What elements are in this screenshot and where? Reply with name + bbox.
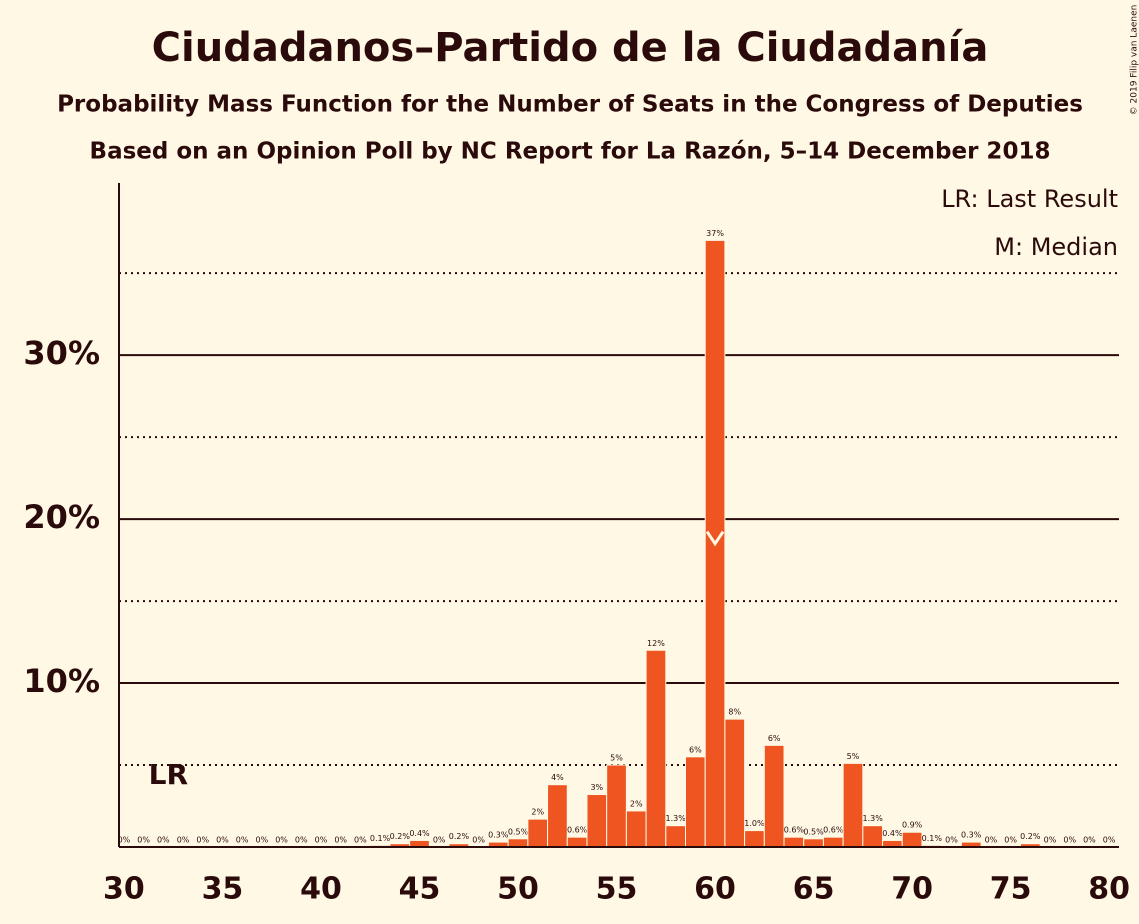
- value-label: 0.1%: [922, 834, 943, 843]
- bar: [547, 784, 568, 848]
- value-label: 2%: [531, 808, 544, 817]
- value-label: 0%: [256, 836, 269, 845]
- value-label: 0%: [315, 836, 328, 845]
- value-label: 0.1%: [370, 834, 391, 843]
- value-label: 0.5%: [508, 827, 529, 836]
- value-label: 5%: [610, 754, 623, 763]
- chart-title: Ciudadanos–Partido de la Ciudadanía: [152, 25, 989, 71]
- x-tick-label: 55: [596, 872, 638, 907]
- value-label: 0%: [1004, 836, 1017, 845]
- value-label: 0%: [1103, 836, 1116, 845]
- x-tick-label: 45: [399, 872, 441, 907]
- value-label: 4%: [551, 773, 564, 782]
- median-marker: [705, 530, 725, 547]
- bar: [665, 825, 687, 848]
- value-label: 37%: [706, 229, 724, 238]
- value-label: 0.6%: [567, 826, 588, 835]
- bar: [527, 818, 549, 848]
- value-label: 0%: [275, 836, 288, 845]
- value-label: 0.6%: [823, 826, 844, 835]
- legend-entry: M: Median: [994, 233, 1118, 261]
- legend-entry: LR: Last Result: [941, 185, 1118, 213]
- bar: [685, 756, 706, 848]
- bar: [842, 762, 864, 848]
- x-tick-label: 75: [990, 872, 1032, 907]
- value-label: 2%: [630, 799, 643, 808]
- last-result-label: LR: [149, 758, 188, 791]
- x-tick-label: 60: [694, 872, 736, 907]
- bar: [625, 810, 647, 848]
- bar: [763, 744, 785, 848]
- x-tick-label: 70: [891, 872, 933, 907]
- x-tick-label: 65: [793, 872, 835, 907]
- value-label: 0.9%: [902, 821, 923, 830]
- value-label: 12%: [647, 639, 665, 648]
- value-label: 0%: [334, 836, 347, 845]
- y-tick-label: 10%: [23, 662, 100, 700]
- value-label: 0%: [216, 836, 229, 845]
- x-tick-label: 40: [300, 872, 342, 907]
- bar: [606, 764, 627, 848]
- bar: [724, 718, 746, 848]
- value-label: 0.4%: [882, 829, 903, 838]
- bar: [507, 838, 529, 848]
- value-label: 0%: [137, 836, 150, 845]
- value-label: 6%: [689, 745, 702, 754]
- bar: [645, 649, 667, 848]
- value-label: 0%: [177, 836, 190, 845]
- value-label: 0.5%: [803, 827, 824, 836]
- value-label: 0%: [433, 836, 446, 845]
- x-tick-label: 80: [1088, 872, 1130, 907]
- value-label: 0.2%: [390, 832, 411, 841]
- value-label: 1.3%: [665, 814, 686, 823]
- copyright: © 2019 Filip van Laenen: [1130, 5, 1139, 116]
- bar: [822, 836, 844, 848]
- value-label: 6%: [768, 734, 781, 743]
- bar: [566, 836, 588, 848]
- value-label: 1.3%: [863, 814, 884, 823]
- value-label: 0.6%: [784, 826, 805, 835]
- value-label: 0%: [945, 836, 958, 845]
- value-label: 5%: [847, 752, 860, 761]
- value-label: 0%: [472, 836, 485, 845]
- value-label: 0.2%: [1020, 832, 1041, 841]
- bar: [744, 830, 765, 848]
- value-label: 1.0%: [744, 819, 765, 828]
- y-tick-label: 30%: [23, 334, 100, 372]
- bar: [901, 831, 923, 848]
- value-label: 0.2%: [449, 832, 470, 841]
- value-label: 0%: [354, 836, 367, 845]
- bar: [803, 838, 824, 848]
- value-label: 0%: [1083, 836, 1096, 845]
- value-label: 0%: [1063, 836, 1076, 845]
- value-label: 0%: [985, 836, 998, 845]
- x-tick-label: 35: [202, 872, 244, 907]
- value-label: 0%: [196, 836, 209, 845]
- chart-subtitle: Probability Mass Function for the Number…: [57, 92, 1083, 118]
- value-label: 0%: [295, 836, 308, 845]
- x-tick-label: 50: [497, 872, 539, 907]
- y-tick-label: 20%: [23, 498, 100, 536]
- bar: [783, 836, 805, 848]
- value-label: 0%: [157, 836, 170, 845]
- value-label: 0.3%: [961, 831, 982, 840]
- value-label: 0.3%: [488, 831, 509, 840]
- value-label: 8%: [728, 708, 741, 717]
- value-label: 0.4%: [409, 829, 430, 838]
- bar: [862, 825, 884, 848]
- value-label: 0%: [236, 836, 249, 845]
- value-label: 0%: [118, 836, 131, 845]
- bar: [586, 794, 608, 848]
- x-tick-label: 30: [103, 872, 145, 907]
- value-label: 3%: [590, 783, 603, 792]
- value-label: 0%: [1044, 836, 1057, 845]
- chart-source: Based on an Opinion Poll by NC Report fo…: [90, 139, 1051, 165]
